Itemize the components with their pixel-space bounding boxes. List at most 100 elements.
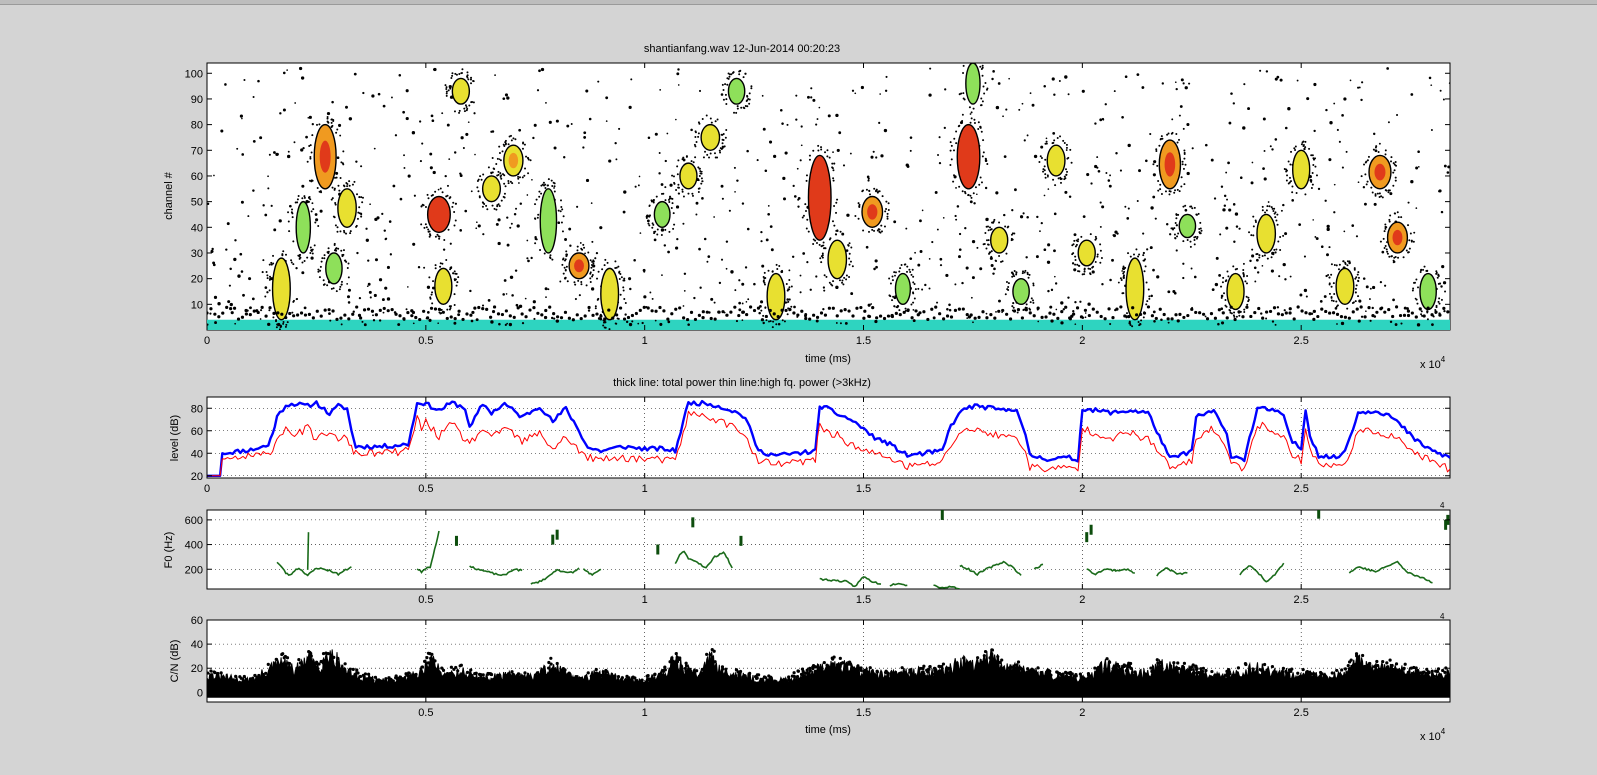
cochleagram-contour-dot [562,258,565,261]
cochleagram-contour-dot [502,143,505,146]
cochleagram-contour-dot [1326,253,1329,257]
cochleagram-contour-dot [744,72,747,75]
cochleagram-contour-dot [290,261,293,264]
cn-point [1216,673,1221,677]
cn-point [928,665,932,669]
cochleagram-contour-dot [282,108,286,112]
cochleagram-contour-dot [477,190,480,193]
cochleagram-contour-dot [748,102,751,105]
cochleagram-contour-dot [1063,142,1066,145]
cn-point [1435,669,1440,674]
cochleagram-contour-dot [1301,141,1304,144]
cochleagram-contour-dot [1412,240,1415,243]
cn-point [1347,666,1352,671]
cochleagram-contour-dot [655,195,658,198]
cochleagram-floor-contour [1201,312,1206,316]
cochleagram-contour-dot [1238,227,1241,230]
cochleagram-contour-dot [958,232,962,236]
cochleagram-contour-dot [872,150,875,153]
cochleagram-contour-dot [1397,216,1400,219]
cochleagram-contour-dot [1099,243,1102,246]
cochleagram-contour-dot [1300,143,1303,146]
cochleagram-floor-contour [871,305,875,310]
cochleagram-contour-dot [1382,237,1385,240]
cochleagram-contour-dot [284,325,287,328]
cn-point [647,677,651,681]
cochleagram-contour-dot [804,203,807,206]
cochleagram-floor-contour [646,306,650,310]
cochleagram-contour-dot [622,279,625,282]
y-tick-label: 400 [185,540,203,552]
cochleagram-contour-dot [1310,154,1313,157]
cn-point [586,671,590,675]
cochleagram-floor-contour [626,315,631,320]
cochleagram-contour-dot [862,316,866,320]
cn-point [335,662,339,666]
cochleagram-contour-dot [1032,301,1035,304]
cochleagram-floor-contour [1268,309,1273,314]
cochleagram-contour-dot [1389,320,1393,324]
cochleagram-contour-dot [523,174,526,177]
cochleagram-contour-dot [966,57,968,59]
cochleagram-blob-core [574,259,584,273]
cochleagram-contour-dot [1180,176,1183,179]
cochleagram-contour-dot [346,185,349,188]
cochleagram-contour-dot [291,216,294,219]
cochleagram-contour-dot [1021,272,1024,275]
cochleagram-floor-contour [477,305,481,310]
cn-point [297,657,301,662]
cochleagram-contour-dot [629,287,632,291]
cn-point [1362,664,1367,669]
cochleagram-contour-dot [656,228,659,231]
cochleagram-floor-contour [579,316,583,321]
cochleagram-blob [1226,272,1245,311]
cochleagram-contour-dot [449,242,452,245]
cochleagram-contour-dot [868,230,871,233]
cn-point [1391,667,1395,672]
cochleagram-floor-contour [445,316,449,321]
cn-point [819,669,823,673]
cochleagram-contour-dot [909,149,912,152]
cochleagram-floor-contour [264,314,268,318]
cochleagram-contour-dot [1426,318,1429,321]
cochleagram-contour-dot [1443,164,1447,168]
cochleagram-contour-dot [331,124,334,127]
cochleagram-contour-dot [1223,194,1227,198]
cochleagram-contour-dot [841,232,845,236]
cochleagram-contour-dot [676,173,679,176]
cochleagram-contour-dot [816,118,819,121]
cochleagram-contour-dot [451,72,454,75]
cochleagram-contour-dot [1273,207,1276,210]
cn-point [1116,664,1121,668]
cochleagram-floor-contour [894,311,898,315]
cochleagram-contour-dot [1442,98,1445,101]
cochleagram-contour-dot [654,319,657,322]
cochleagram-contour-dot [356,251,359,255]
cochleagram-contour-dot [1437,282,1440,285]
cochleagram-contour-dot [1124,205,1127,208]
cochleagram-contour-dot [420,205,423,208]
cn-point [426,661,430,665]
cn-point [620,676,624,680]
cochleagram-contour-dot [1338,263,1341,266]
cn-point [358,674,363,679]
cochleagram-contour-dot [1160,318,1163,322]
cochleagram-contour-dot [335,171,339,175]
cn-point [1191,663,1195,667]
f0-point [1444,519,1448,530]
cochleagram-contour-dot [569,244,572,247]
cochleagram-contour-dot [295,298,298,301]
cochleagram-contour-dot [981,74,984,77]
cochleagram-contour-dot [384,238,387,241]
cochleagram-floor-contour [1402,313,1407,317]
cochleagram-contour-dot [411,131,416,135]
cochleagram-contour-dot [701,197,704,200]
figure-title: shantianfang.wav 12-Jun-2014 00:20:23 [644,43,840,55]
cochleagram-contour-dot [835,201,838,204]
cochleagram-contour-dot [328,312,331,315]
cochleagram-contour-dot [297,195,300,198]
cn-point [808,666,812,670]
cochleagram-contour-dot [1030,297,1033,300]
cochleagram-contour-dot [1037,320,1040,323]
